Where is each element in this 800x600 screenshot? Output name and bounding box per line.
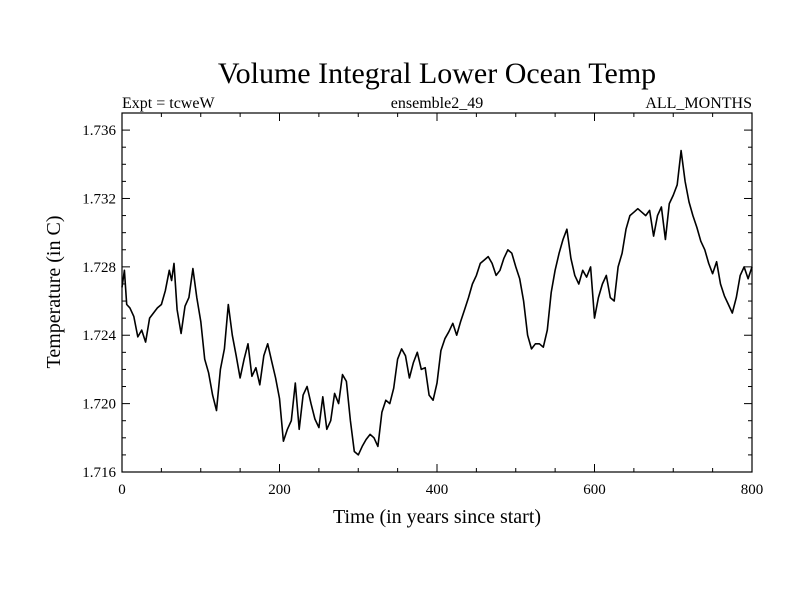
series-line [121, 149, 753, 456]
y-tick-label: 1.716 [82, 465, 116, 481]
x-tick-label: 0 [118, 482, 126, 498]
y-tick-label: 1.720 [82, 397, 116, 413]
y-axis-label: Temperature (in C) [43, 216, 65, 369]
y-tick-labels: 1.716 1.720 1.724 1.728 1.732 1.736 [82, 123, 116, 481]
y-tick-label: 1.728 [82, 260, 116, 276]
plot-area [121, 112, 753, 473]
x-tick-label: 800 [741, 482, 764, 498]
y-tick-label: 1.724 [82, 328, 116, 344]
y-tick-label: 1.736 [82, 123, 116, 139]
axis-ticks [121, 112, 753, 473]
subtitle-months: ALL_MONTHS [645, 95, 752, 112]
subtitle-ensemble: ensemble2_49 [391, 95, 483, 112]
x-tick-label: 600 [583, 482, 606, 498]
x-tick-label: 200 [268, 482, 291, 498]
y-tick-label: 1.732 [82, 191, 116, 207]
x-tick-label: 400 [426, 482, 449, 498]
x-axis-label: Time (in years since start) [333, 506, 541, 528]
x-tick-labels: 0 200 400 600 800 [118, 482, 763, 498]
chart-title: Volume Integral Lower Ocean Temp [218, 57, 656, 90]
subtitle-experiment: Expt = tcweW [122, 95, 215, 112]
